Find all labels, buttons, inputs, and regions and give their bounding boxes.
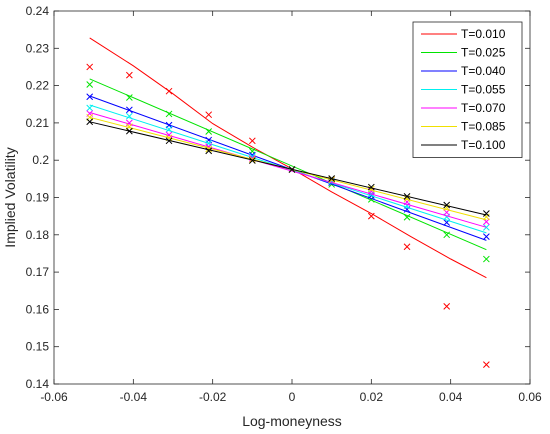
- x-tick-label: 0: [289, 390, 296, 404]
- data-point-marker: [126, 106, 133, 114]
- data-point-marker: [403, 213, 411, 221]
- series-line: [89, 121, 487, 216]
- legend-label: T=0.100: [461, 138, 506, 152]
- y-tick-label: 0.16: [26, 302, 50, 316]
- data-point-marker: [86, 63, 94, 71]
- x-tick-label: -0.02: [199, 390, 227, 404]
- data-point-marker: [367, 183, 375, 191]
- data-point-marker: [248, 156, 256, 163]
- data-point-marker: [126, 71, 133, 79]
- x-tick-label: -0.04: [120, 390, 148, 404]
- y-tick-label: 0.23: [26, 41, 50, 55]
- legend-label: T=0.010: [461, 27, 506, 41]
- y-tick-label: 0.14: [26, 377, 50, 391]
- y-tick-label: 0.21: [26, 116, 50, 130]
- y-tick-label: 0.24: [26, 4, 50, 18]
- data-point-marker: [126, 94, 133, 101]
- data-point-marker: [205, 111, 213, 119]
- y-tick-label: 0.2: [32, 153, 49, 167]
- data-point-marker: [483, 210, 490, 217]
- data-point-marker: [443, 303, 451, 310]
- data-point-marker: [248, 157, 256, 164]
- data-point-marker: [86, 93, 94, 101]
- data-point-marker: [205, 128, 213, 135]
- data-point-marker: [165, 110, 173, 118]
- series-layer: [86, 37, 490, 368]
- data-point-marker: [367, 212, 375, 220]
- data-point-marker: [328, 175, 336, 182]
- data-point-marker: [443, 231, 451, 239]
- data-point-marker: [367, 185, 375, 193]
- data-point-marker: [165, 137, 173, 145]
- data-point-marker: [205, 147, 213, 155]
- data-point-marker: [483, 255, 490, 263]
- x-tick-label: 0.04: [439, 390, 463, 404]
- data-point-marker: [288, 166, 296, 173]
- y-tick-label: 0.22: [26, 79, 50, 93]
- data-point-marker: [483, 361, 490, 368]
- data-point-marker: [126, 127, 133, 135]
- legend-label: T=0.085: [461, 120, 506, 134]
- ticks-layer: -0.06 -0.04 -0.02 0 0.02 0.04 0.06 0.14 0.15 0.16…: [26, 4, 542, 404]
- x-axis-label: Log-moneyness: [242, 413, 342, 429]
- legend-label: T=0.055: [461, 83, 506, 97]
- data-point-marker: [165, 87, 173, 95]
- x-tick-label: 0.02: [360, 390, 384, 404]
- data-point-marker: [86, 104, 94, 112]
- y-tick-label: 0.18: [26, 228, 50, 242]
- data-point-marker: [248, 137, 256, 145]
- x-tick-label: -0.06: [40, 390, 68, 404]
- y-axis-label: Implied Volatility: [2, 147, 18, 247]
- y-tick-label: 0.19: [26, 191, 50, 205]
- series-line: [89, 37, 487, 279]
- legend: T=0.010 T=0.025 T=0.040 T=0.055 T=0.070 T=0.0…: [412, 21, 523, 158]
- data-point-marker: [86, 118, 94, 126]
- plot-frame: [53, 10, 531, 385]
- data-point-marker: [205, 145, 213, 153]
- y-tick-label: 0.15: [26, 340, 50, 354]
- legend-label: T=0.025: [461, 46, 506, 60]
- legend-label: T=0.070: [461, 101, 506, 115]
- data-point-marker: [443, 201, 451, 209]
- data-point-marker: [328, 176, 336, 183]
- data-point-marker: [403, 243, 411, 251]
- data-point-marker: [403, 193, 411, 200]
- series-T=0.010: [86, 37, 490, 368]
- x-tick-label: 0.06: [518, 390, 542, 404]
- data-point-marker: [165, 125, 173, 133]
- series-line: [89, 112, 487, 228]
- legend-label: T=0.040: [461, 64, 506, 78]
- series-line: [89, 78, 487, 251]
- data-point-marker: [126, 112, 133, 120]
- data-point-marker: [483, 233, 490, 241]
- series-T=0.100: [86, 118, 490, 217]
- data-point-marker: [86, 81, 94, 88]
- y-tick-label: 0.17: [26, 265, 50, 279]
